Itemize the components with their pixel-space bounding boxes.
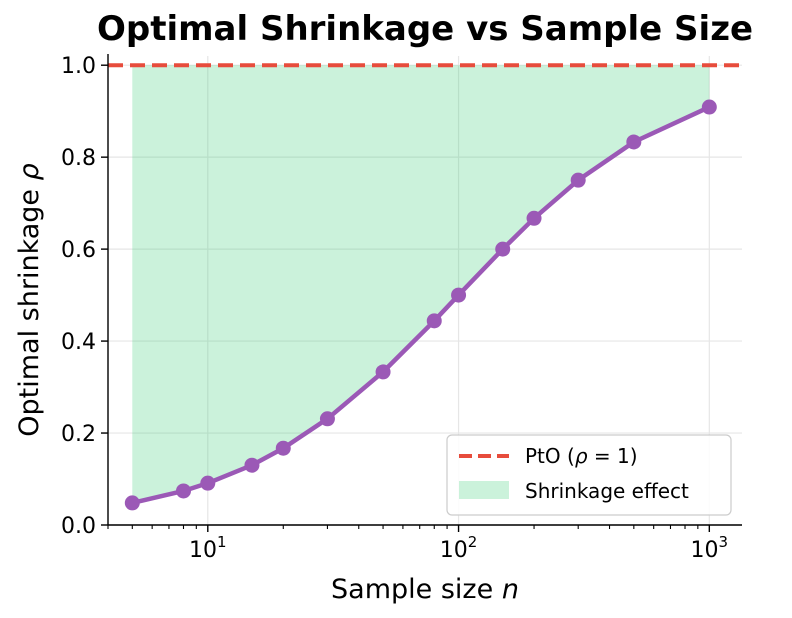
x-tick-labels: 101 102 103 [189,533,728,563]
data-point [526,210,542,226]
data-point [570,172,586,188]
x-tick-label: 103 [691,533,729,563]
shrinkage-series-points [124,99,717,511]
data-point [495,241,511,257]
x-axis-label: Sample size n [331,574,519,605]
chart-title: Optimal Shrinkage vs Sample Size [97,9,753,49]
x-tick-label: 102 [440,533,478,563]
legend-patch-swatch [459,481,509,499]
data-point [244,457,260,473]
y-tick-label: 0.2 [61,422,96,447]
data-point [124,495,140,511]
y-tick-labels: 0.0 0.2 0.4 0.6 0.8 1.0 [61,54,96,539]
data-point [375,364,391,380]
data-point [200,475,216,491]
y-tick-label: 0.0 [61,514,96,539]
data-point [451,287,467,303]
data-point [319,411,335,427]
data-point [426,313,442,329]
axes [101,54,742,532]
y-tick-label: 0.4 [61,330,96,355]
x-tick-label: 101 [189,533,227,563]
legend-frame [446,434,732,516]
shrinkage-series-line [131,104,711,506]
legend: PtO (ρ = 1) Shrinkage effect [446,434,732,516]
legend-entry-shrinkage: Shrinkage effect [525,479,689,503]
data-point [701,99,717,115]
y-tick-label: 1.0 [61,54,96,79]
legend-entry-pto: PtO (ρ = 1) [525,444,638,468]
y-tick-label: 0.8 [61,146,96,171]
y-axis-label: Optimal shrinkage ρ [14,163,45,436]
shrinkage-effect-area [132,65,710,503]
data-point [175,483,191,499]
data-point [275,440,291,456]
data-point [626,134,642,150]
y-tick-label: 0.6 [61,238,96,263]
